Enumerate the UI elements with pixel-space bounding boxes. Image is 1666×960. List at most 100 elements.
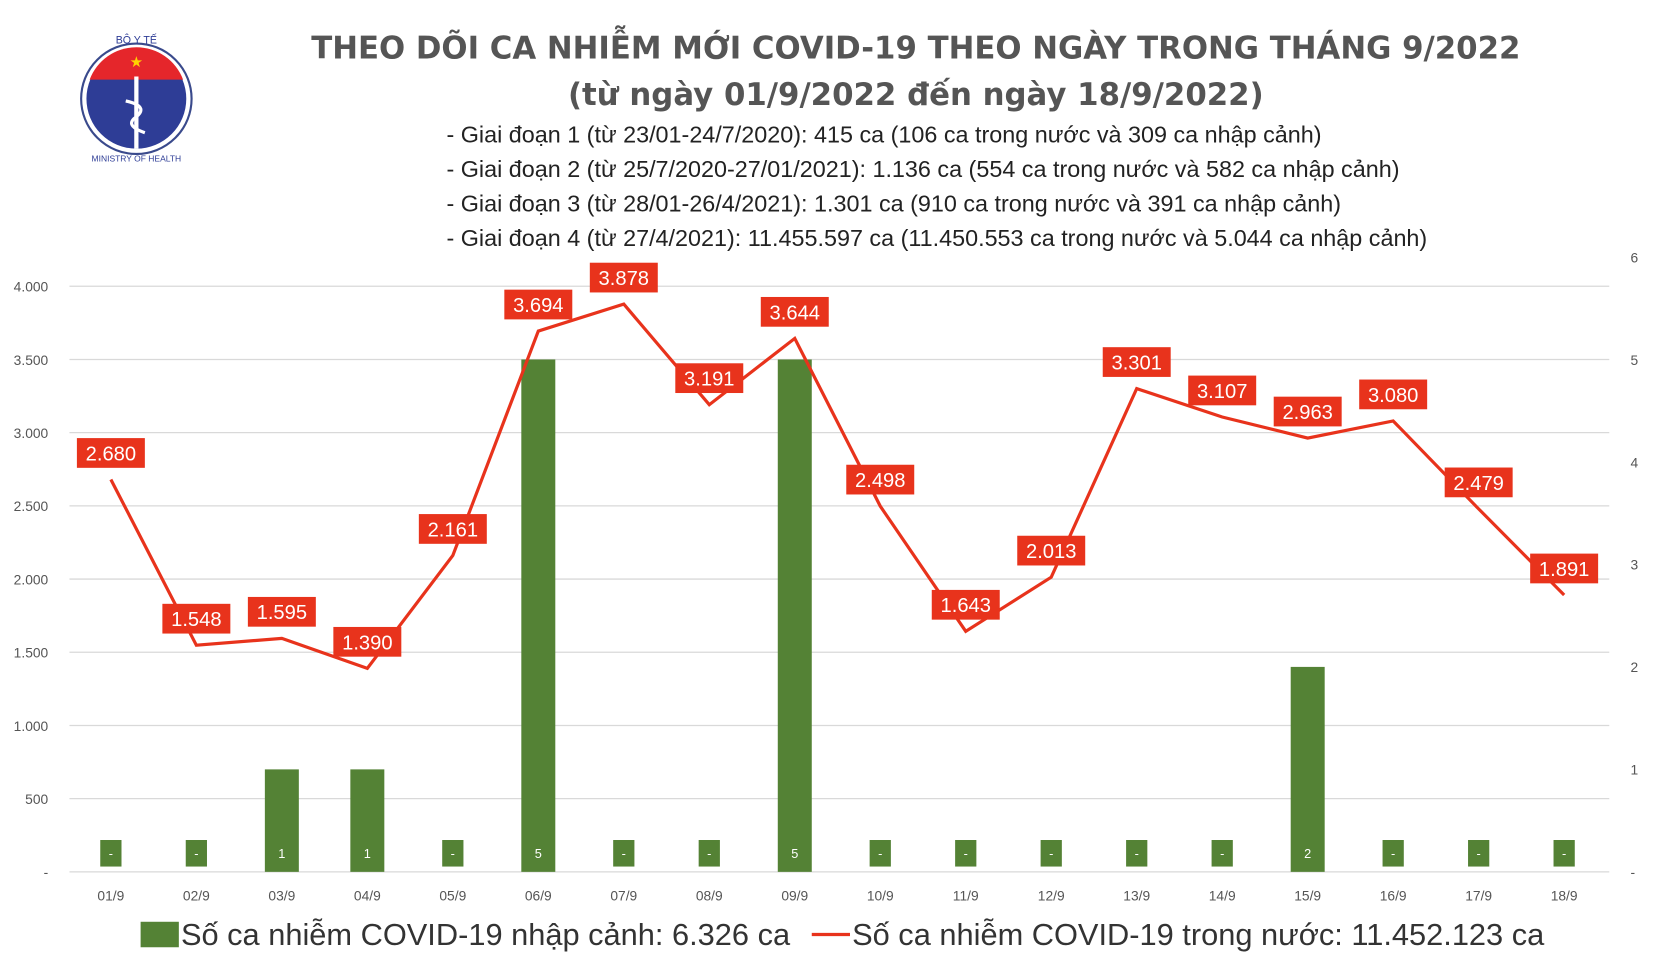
bar xyxy=(350,769,385,872)
x-tick-label: 10/9 xyxy=(867,889,894,904)
left-tick-label: - xyxy=(44,865,49,880)
x-tick-label: 09/9 xyxy=(781,889,808,904)
x-tick-label: 01/9 xyxy=(97,889,124,904)
bar-label-box xyxy=(698,840,720,867)
right-tick-label: 6 xyxy=(1631,250,1639,265)
svg-text:MINISTRY OF HEALTH: MINISTRY OF HEALTH xyxy=(92,153,182,163)
note-line: - Giai đoạn 1 (từ 23/01-24/7/2020): 415 … xyxy=(446,121,1321,147)
left-tick-label: 4.000 xyxy=(14,280,49,295)
line-label-box xyxy=(247,596,316,627)
bar-label-box xyxy=(1468,840,1490,867)
x-tick-label: 17/9 xyxy=(1465,889,1492,904)
x-tick-label: 12/9 xyxy=(1038,889,1065,904)
chart-subtitle: (từ ngày 01/9/2022 đến ngày 18/9/2022) xyxy=(568,77,1264,113)
bar-label-box xyxy=(1126,840,1148,867)
bar-label-box xyxy=(442,840,464,867)
line-label-box xyxy=(418,514,487,544)
bar-data-label: - xyxy=(1477,846,1481,861)
legend-bar-label: Số ca nhiễm COVID-19 nhập cảnh: 6.326 ca xyxy=(181,917,791,952)
line-label-box xyxy=(333,626,402,657)
bar-label-box xyxy=(185,840,207,867)
bar xyxy=(521,359,556,872)
line-label-box xyxy=(1188,375,1257,406)
left-tick-label: 2.500 xyxy=(14,499,49,514)
line-label-box xyxy=(504,289,573,320)
legend-line-label: Số ca nhiễm COVID-19 trong nước: 11.452.… xyxy=(852,917,1545,952)
line-label-box xyxy=(675,363,744,394)
line-data-label: 1.390 xyxy=(342,632,392,654)
bar-data-label: 5 xyxy=(535,846,542,861)
line-data-label: 1.595 xyxy=(257,602,307,624)
x-tick-label: 03/9 xyxy=(268,889,295,904)
line-data-label: 3.191 xyxy=(684,369,734,391)
bar-data-label: 1 xyxy=(278,846,285,861)
bar-data-label: 2 xyxy=(1304,846,1311,861)
bar xyxy=(1290,666,1325,872)
line-data-label: 1.548 xyxy=(171,609,221,631)
right-tick-label: 3 xyxy=(1631,558,1639,573)
left-tick-label: 1.500 xyxy=(14,646,49,661)
line-data-label: 3.694 xyxy=(513,295,563,317)
right-tick-label: - xyxy=(1631,865,1636,880)
bar-data-label: - xyxy=(878,846,882,861)
line-label-box xyxy=(1273,396,1342,427)
x-tick-label: 07/9 xyxy=(610,889,637,904)
x-tick-label: 14/9 xyxy=(1209,889,1236,904)
bar-data-label: - xyxy=(1049,846,1053,861)
bar-label-box xyxy=(1211,840,1233,867)
bar-data-label: - xyxy=(194,846,198,861)
bar xyxy=(777,359,812,872)
line-label-box xyxy=(1017,535,1086,566)
line-data-label: 1.891 xyxy=(1539,559,1589,581)
bar-label-box xyxy=(1553,840,1575,867)
x-tick-label: 05/9 xyxy=(439,889,466,904)
note-line: - Giai đoạn 4 (từ 27/4/2021): 11.455.597… xyxy=(446,225,1427,251)
line-label-box xyxy=(162,603,231,634)
legend: Số ca nhiễm COVID-19 nhập cảnh: 6.326 ca… xyxy=(140,917,1545,952)
line-data-label: 2.479 xyxy=(1453,473,1503,495)
left-tick-label: 1.000 xyxy=(14,719,49,734)
line-data-label: 2.680 xyxy=(86,443,136,465)
line-label-box xyxy=(1359,379,1428,410)
left-tick-label: 3.500 xyxy=(14,353,49,368)
left-tick-label: 500 xyxy=(25,792,48,807)
line-data-label: 2.013 xyxy=(1026,541,1076,563)
bar-label-box xyxy=(1382,840,1404,867)
bar-label-box xyxy=(869,840,891,867)
right-tick-label: 5 xyxy=(1631,353,1639,368)
x-tick-label: 11/9 xyxy=(953,889,979,904)
x-tick-label: 15/9 xyxy=(1294,889,1321,904)
line-data-label: 2.498 xyxy=(855,470,905,492)
line-label-box xyxy=(1530,553,1599,584)
x-tick-label: 18/9 xyxy=(1551,889,1578,904)
bar-label-box xyxy=(613,840,635,867)
right-tick-label: 1 xyxy=(1631,763,1639,778)
x-tick-label: 16/9 xyxy=(1380,889,1407,904)
line-data-label: 3.107 xyxy=(1197,381,1247,403)
note-line: - Giai đoạn 2 (từ 25/7/2020-27/01/2021):… xyxy=(446,156,1399,182)
bar-data-label: - xyxy=(964,846,968,861)
left-tick-label: 2.000 xyxy=(14,572,49,587)
bar-data-label: - xyxy=(707,846,711,861)
line-label-box xyxy=(846,464,915,495)
right-tick-label: 2 xyxy=(1631,660,1639,675)
bar-label-box xyxy=(955,840,977,867)
x-tick-label: 02/9 xyxy=(183,889,210,904)
line-series xyxy=(109,302,1566,671)
bar-data-label: - xyxy=(1562,846,1566,861)
bar-data-label: 1 xyxy=(364,846,371,861)
line-data-label: 3.301 xyxy=(1111,352,1161,374)
bar-data-label: - xyxy=(451,846,455,861)
right-tick-label: 4 xyxy=(1631,455,1639,470)
bar-data-label: - xyxy=(1220,846,1224,861)
bar-label-box xyxy=(1040,840,1062,867)
line-data-label: 3.080 xyxy=(1368,385,1418,407)
bar-data-label: 5 xyxy=(791,846,798,861)
line-label-box xyxy=(1102,347,1171,377)
x-tick-label: 13/9 xyxy=(1123,889,1150,904)
chart-title: THEO DÕI CA NHIỄM MỚI COVID-19 THEO NGÀY… xyxy=(311,25,1520,66)
line-label-box xyxy=(931,589,1000,620)
line-label-box xyxy=(76,438,145,468)
line-label-box xyxy=(760,296,829,327)
